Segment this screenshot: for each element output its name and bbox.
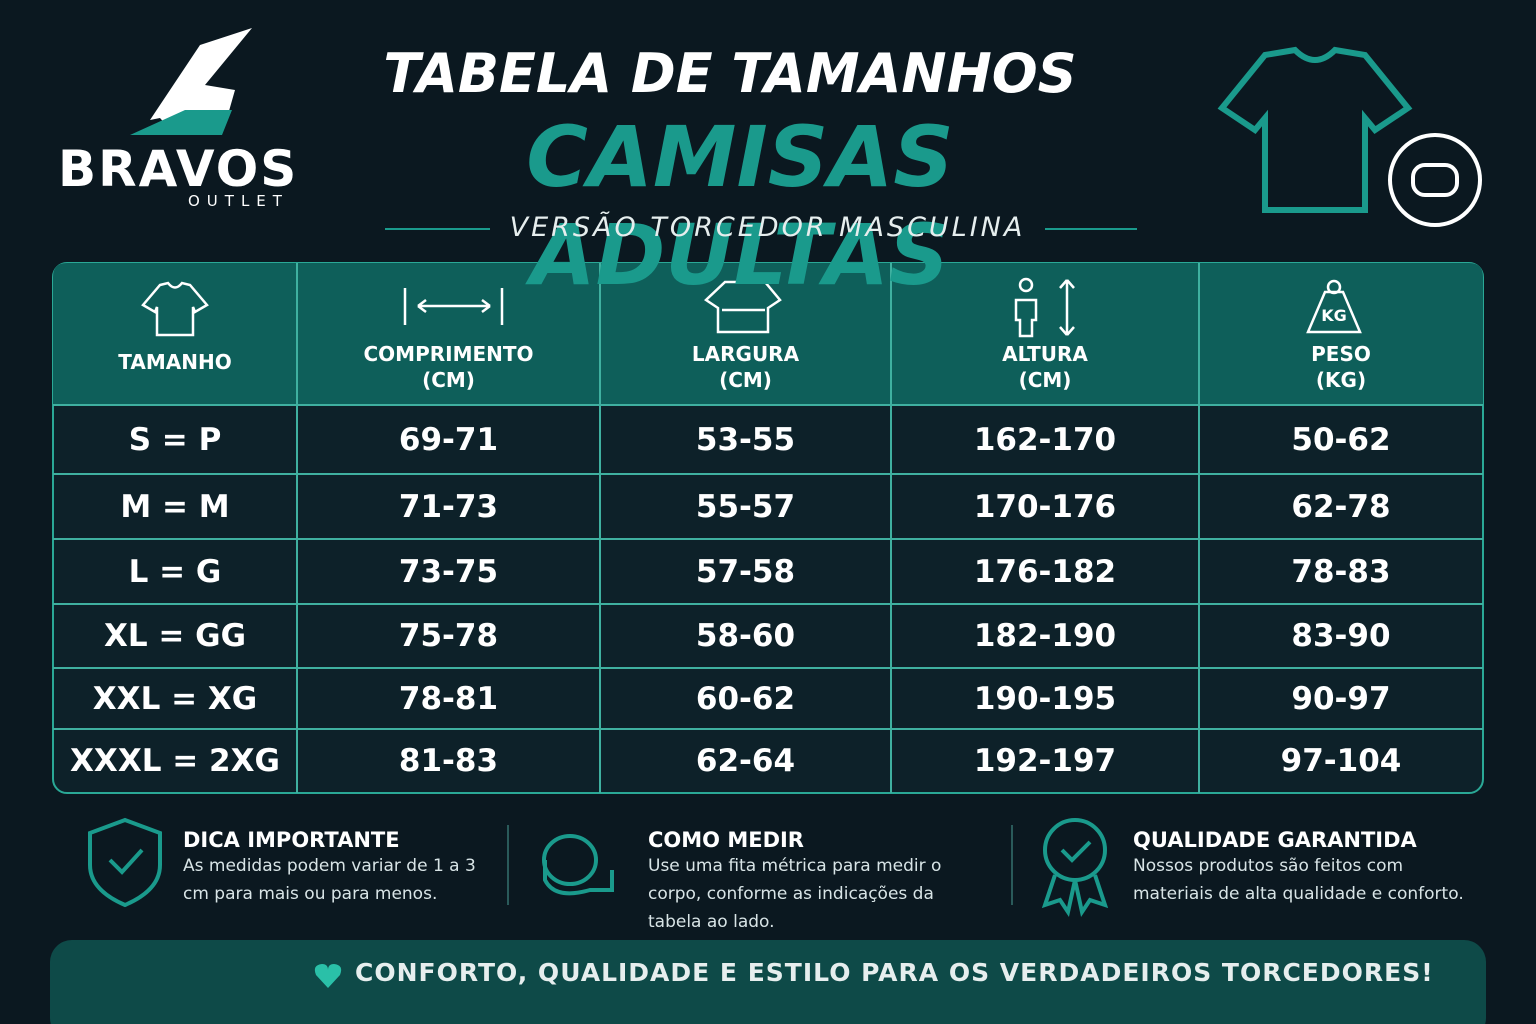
size-cell: XXL = XG (92, 680, 258, 717)
cell: 58-60 (695, 618, 796, 654)
cell: 55-57 (695, 488, 796, 525)
tip-title: DICA IMPORTANTE (183, 828, 400, 852)
subtitle: VERSÃO TORCEDOR MASCULINA (509, 212, 1026, 243)
cell: 73-75 (398, 553, 499, 590)
column-header: COMPRIMENTO (363, 342, 534, 366)
cell: 57-58 (695, 553, 796, 590)
column-unit: (CM) (422, 368, 475, 392)
column-unit: (KG) (1315, 368, 1367, 392)
cell: 78-83 (1291, 553, 1391, 590)
size-cell: XXXL = 2XG (70, 743, 280, 779)
cell: 83-90 (1291, 618, 1391, 654)
column-header: PESO (1311, 342, 1371, 366)
cell: 71-73 (398, 488, 499, 525)
tip: DICA IMPORTANTE As medidas podem variar d… (183, 828, 493, 908)
size-cell: L = G (128, 553, 222, 590)
cell: 170-176 (973, 488, 1117, 525)
column-unit: (CM) (719, 368, 772, 392)
column-header: TAMANHO (118, 350, 232, 374)
cell: 69-71 (398, 421, 499, 458)
cell: 90-97 (1291, 680, 1391, 717)
logo-name: BRAVOS (58, 140, 299, 198)
tip-text: As medidas podem variar de 1 a 3 cm para… (183, 856, 476, 904)
tip-text: Nossos produtos são feitos com materiais… (1133, 856, 1464, 904)
size-cell: XL = GG (103, 618, 247, 654)
cell: 78-81 (398, 680, 499, 717)
tip-text: Use uma fita métrica para medir o corpo,… (648, 856, 942, 932)
cell: 190-195 (973, 680, 1117, 717)
column-header: LARGURA (691, 342, 800, 366)
headline: CAMISAS ADULTAS (526, 108, 954, 304)
cell: 60-62 (695, 680, 796, 717)
tip: COMO MEDIR Use uma fita métrica para medi… (648, 828, 988, 936)
cell: 75-78 (398, 618, 499, 654)
cell: 192-197 (973, 743, 1117, 779)
tip-title: COMO MEDIR (648, 828, 804, 852)
size-cell: M = M (120, 488, 230, 525)
cell: 50-62 (1291, 421, 1391, 458)
tip-title: QUALIDADE GARANTIDA (1133, 828, 1417, 852)
cell: 97-104 (1280, 743, 1402, 779)
cell: 182-190 (973, 618, 1117, 654)
footer: CONFORTO, QUALIDADE E ESTILO PARA OS VER… (355, 958, 1434, 987)
cell: 176-182 (973, 553, 1117, 590)
cell: 53-55 (695, 421, 796, 458)
kg-icon-label: KG (1321, 306, 1347, 325)
size-cell: S = P (128, 421, 222, 458)
cell: 62-78 (1291, 488, 1391, 525)
logo-sub: OUTLET (188, 192, 289, 210)
cell: 62-64 (695, 743, 796, 779)
cell: 162-170 (973, 421, 1117, 458)
title: TABELA DE TAMANHOS (383, 42, 1077, 105)
tip: QUALIDADE GARANTIDA Nossos produtos são f… (1133, 828, 1473, 908)
column-unit: (CM) (1018, 368, 1072, 392)
column-header: ALTURA (1002, 342, 1088, 366)
cell: 81-83 (398, 743, 499, 779)
